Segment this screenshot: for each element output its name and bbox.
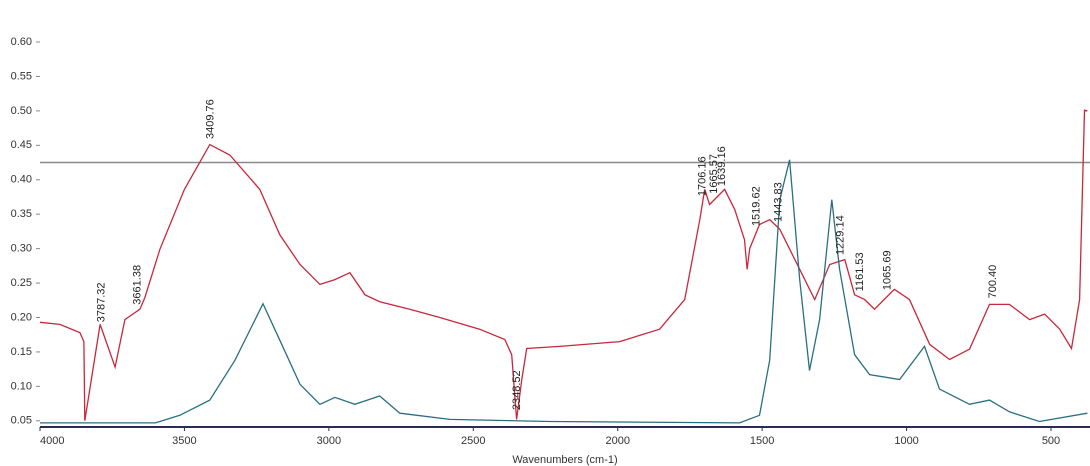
y-tick-label: 0.25 — [11, 277, 32, 289]
peak-label: 1161.53 — [854, 252, 866, 291]
peak-label: 1706.16 — [697, 156, 709, 196]
y-tick-label: 0.50 — [11, 105, 32, 117]
peak-label: 1065.69 — [882, 250, 894, 290]
spectrum-line — [40, 159, 1088, 424]
x-tick-label: 4000 — [40, 435, 64, 447]
x-tick-label: 3000 — [317, 435, 341, 447]
peak-label: 1665.57 — [708, 154, 720, 194]
y-tick-label: 0.60 — [11, 36, 32, 48]
peak-label: 1443.83 — [772, 182, 784, 222]
x-tick-label: 2000 — [605, 435, 629, 447]
y-tick-label: 0.15 — [11, 346, 32, 358]
x-axis-title: Wavenumbers (cm-1) — [512, 454, 617, 466]
x-tick-label: 500 — [1042, 435, 1060, 447]
peak-label: 2348.52 — [511, 370, 523, 410]
peak-label: 1639.16 — [716, 146, 728, 186]
y-tick-label: 0.30 — [11, 243, 32, 255]
x-tick-label: 3500 — [172, 435, 196, 447]
plot-area — [40, 109, 1090, 424]
y-tick-label: 0.05 — [11, 415, 32, 427]
peak-label: 3787.32 — [95, 282, 107, 322]
y-tick-label: 0.45 — [11, 139, 32, 151]
peak-label: 3661.38 — [132, 265, 144, 305]
y-tick-label: 0.10 — [11, 380, 32, 392]
x-tick-label: 1000 — [894, 435, 918, 447]
x-tick-label: 2500 — [461, 435, 485, 447]
y-tick-label: 0.40 — [11, 174, 32, 186]
spectrum-line — [40, 109, 1088, 421]
peak-label: 1229.14 — [834, 215, 846, 255]
peak-label: 3409.76 — [204, 99, 216, 139]
y-tick-label: 0.55 — [11, 70, 32, 82]
peak-label: 1519.62 — [750, 186, 762, 226]
y-tick-label: 0.35 — [11, 208, 32, 220]
peak-label: 700.40 — [987, 265, 999, 299]
x-tick-label: 1500 — [750, 435, 774, 447]
y-tick-label: 0.20 — [11, 311, 32, 323]
